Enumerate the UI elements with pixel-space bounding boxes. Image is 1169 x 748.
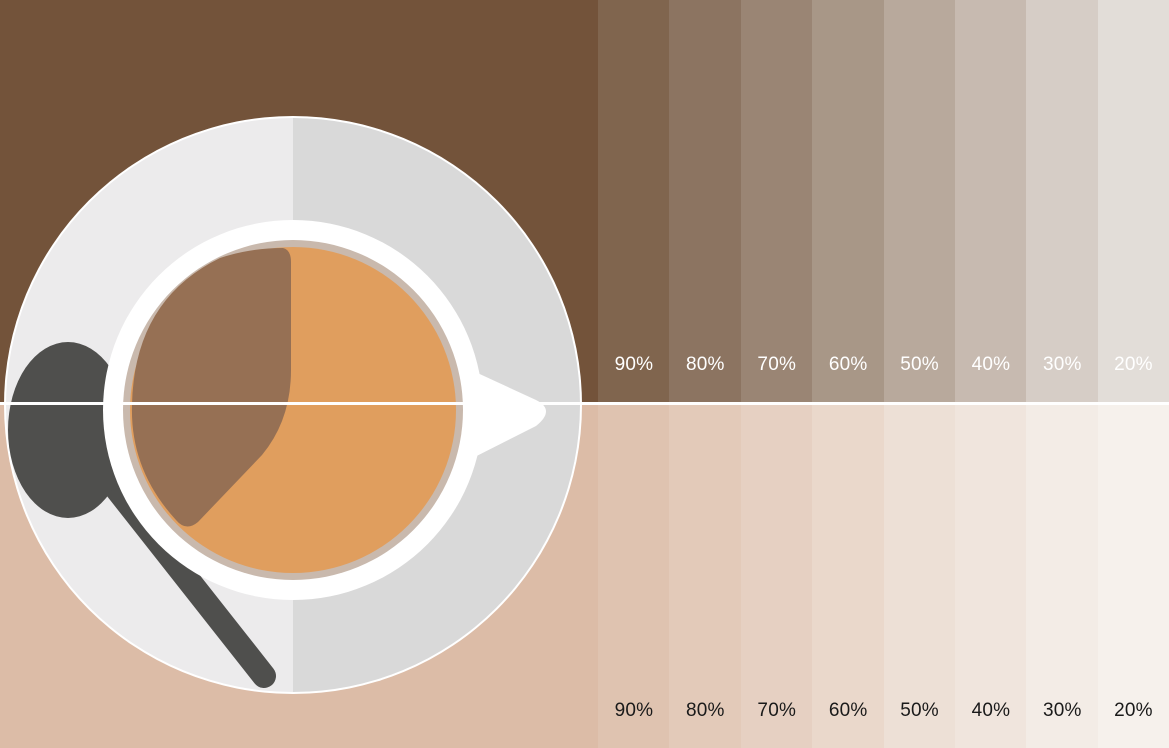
dark-tint-swatch: 40%: [955, 0, 1027, 402]
dark-tint-swatch: 60%: [812, 0, 885, 402]
dark-tint-swatch-label: 90%: [614, 354, 654, 375]
light-tint-swatch: 40%: [955, 405, 1027, 748]
dark-tint-swatch: 50%: [883, 0, 956, 402]
dark-tint-swatch: 70%: [740, 0, 813, 402]
coffee-shadow: [131, 248, 291, 527]
light-tint-swatch-label: 20%: [1114, 700, 1153, 721]
light-tint-swatch-label: 60%: [828, 700, 868, 721]
dark-tint-swatch: 20%: [1097, 0, 1169, 402]
light-tint-swatch: 90%: [598, 405, 670, 748]
light-tint-swatch: 30%: [1026, 405, 1099, 748]
horizon-line: [0, 402, 1169, 405]
light-tint-swatch: 60%: [812, 405, 885, 748]
light-tint-swatch: 80%: [669, 405, 742, 748]
light-tint-swatch-label: 30%: [1043, 700, 1082, 721]
dark-tint-swatch-label: 60%: [828, 354, 868, 375]
dark-tint-swatch-label: 20%: [1114, 354, 1153, 375]
light-tint-swatch: 50%: [883, 405, 956, 748]
dark-tint-swatch-label: 50%: [900, 354, 939, 375]
light-tint-swatch-label: 40%: [971, 700, 1011, 721]
light-tint-swatch: 20%: [1097, 405, 1169, 748]
light-tint-swatch-label: 50%: [900, 700, 939, 721]
dark-tint-swatch-label: 70%: [757, 354, 797, 375]
dark-tint-swatch: 90%: [598, 0, 670, 402]
dark-tint-swatch-label: 30%: [1043, 354, 1082, 375]
dark-tint-swatch-label: 40%: [971, 354, 1011, 375]
dark-tint-swatch: 80%: [669, 0, 742, 402]
spoon-bowl-icon: [8, 342, 128, 518]
light-tint-swatch: 70%: [740, 405, 813, 748]
light-tint-swatch-label: 70%: [757, 700, 797, 721]
light-tint-swatch-label: 80%: [686, 700, 725, 721]
dark-tint-swatch-label: 80%: [686, 354, 725, 375]
dark-color-band: 90% 80% 70% 60% 50% 40% 30% 20%: [0, 0, 1169, 402]
dark-tint-swatch: 30%: [1026, 0, 1099, 402]
light-tint-swatch-label: 90%: [614, 700, 654, 721]
